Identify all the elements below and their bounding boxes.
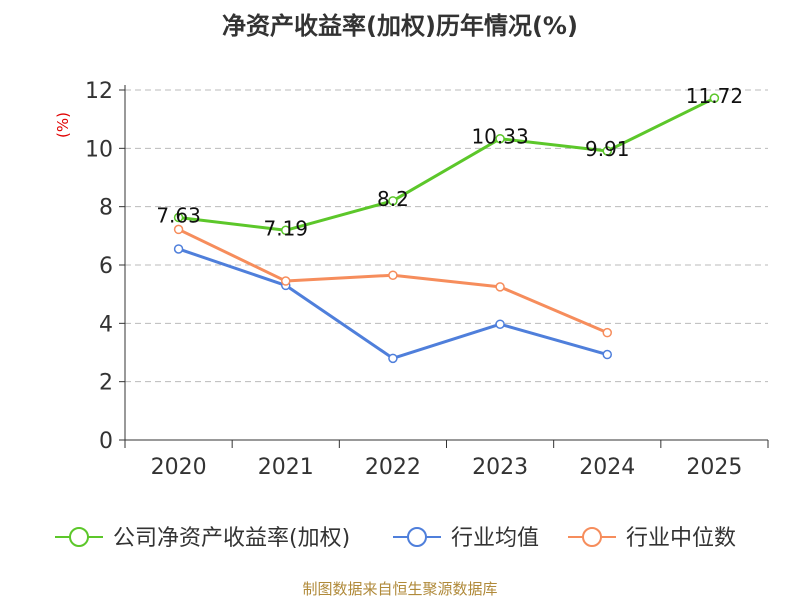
data-label-2024: 9.91 [585, 137, 630, 161]
data-point-s1-2023 [495, 319, 505, 329]
chart-title: 净资产收益率(加权)历年情况(%) [222, 12, 578, 40]
legend-label-0: 公司净资产收益率(加权) [113, 526, 350, 551]
legend[interactable]: 公司净资产收益率(加权) 行业均值 行业中位数 [55, 526, 736, 551]
series-line-2 [177, 228, 608, 335]
y-tick-label: 0 [99, 429, 113, 454]
data-point-s2-2020 [173, 224, 184, 235]
data-point-s1-2020 [173, 244, 184, 254]
data-point-s0-2021 [281, 225, 291, 236]
legend-marker-icon-1 [407, 527, 427, 547]
y-tick-label: 8 [99, 196, 113, 221]
y-tick-label: 12 [85, 79, 113, 104]
x-tick-label-2025: 2025 [686, 455, 742, 480]
y-tick-label: 4 [99, 312, 113, 337]
data-label-2022: 8.2 [377, 187, 409, 211]
series-line-0 [178, 96, 716, 232]
data-point-s0-2024 [602, 146, 612, 156]
data-point-s1-2024 [602, 349, 612, 360]
data-point-s2-2022 [388, 270, 398, 280]
legend-label-1: 行业均值 [451, 526, 539, 551]
x-tick-label-2020: 2020 [151, 455, 207, 480]
data-point-s0-2020 [173, 212, 184, 223]
data-point-s0-2025 [709, 93, 720, 103]
legend-marker-icon-2 [582, 527, 602, 547]
legend-label-2: 行业中位数 [626, 526, 736, 551]
y-tick-label: 10 [85, 137, 113, 162]
x-tick-label-2024: 2024 [579, 455, 635, 480]
data-point-s2-2024 [602, 327, 612, 338]
data-label-2021: 7.19 [263, 216, 308, 240]
data-point-s0-2023 [495, 133, 505, 144]
data-label-2025: 11.72 [686, 84, 743, 108]
source-note: 制图数据来自恒生聚源数据库 [302, 580, 497, 598]
data-point-s2-2021 [281, 276, 291, 286]
data-label-2023: 10.33 [471, 125, 528, 149]
data-point-s1-2022 [388, 353, 398, 364]
legend-marker-icon-0 [69, 527, 89, 547]
y-tick-label: 6 [99, 254, 113, 279]
y-tick-label: 2 [99, 371, 113, 396]
x-tick-label-2023: 2023 [472, 455, 528, 480]
grid-lines [125, 89, 768, 383]
x-tick-label-2021: 2021 [258, 455, 314, 480]
x-tick-label-2022: 2022 [365, 455, 421, 480]
data-point-s0-2022 [388, 196, 398, 206]
data-label-2020: 7.63 [156, 203, 201, 227]
axes: 0 2 4 6 8 10 12 2020 2021 2022 2023 2024 2025 [85, 79, 769, 480]
data-point-s2-2023 [495, 282, 505, 292]
y-axis-label: (%) [54, 112, 72, 138]
series-group: 7.63 7.19 8.2 10.33 9.91 11.72 [156, 84, 743, 364]
